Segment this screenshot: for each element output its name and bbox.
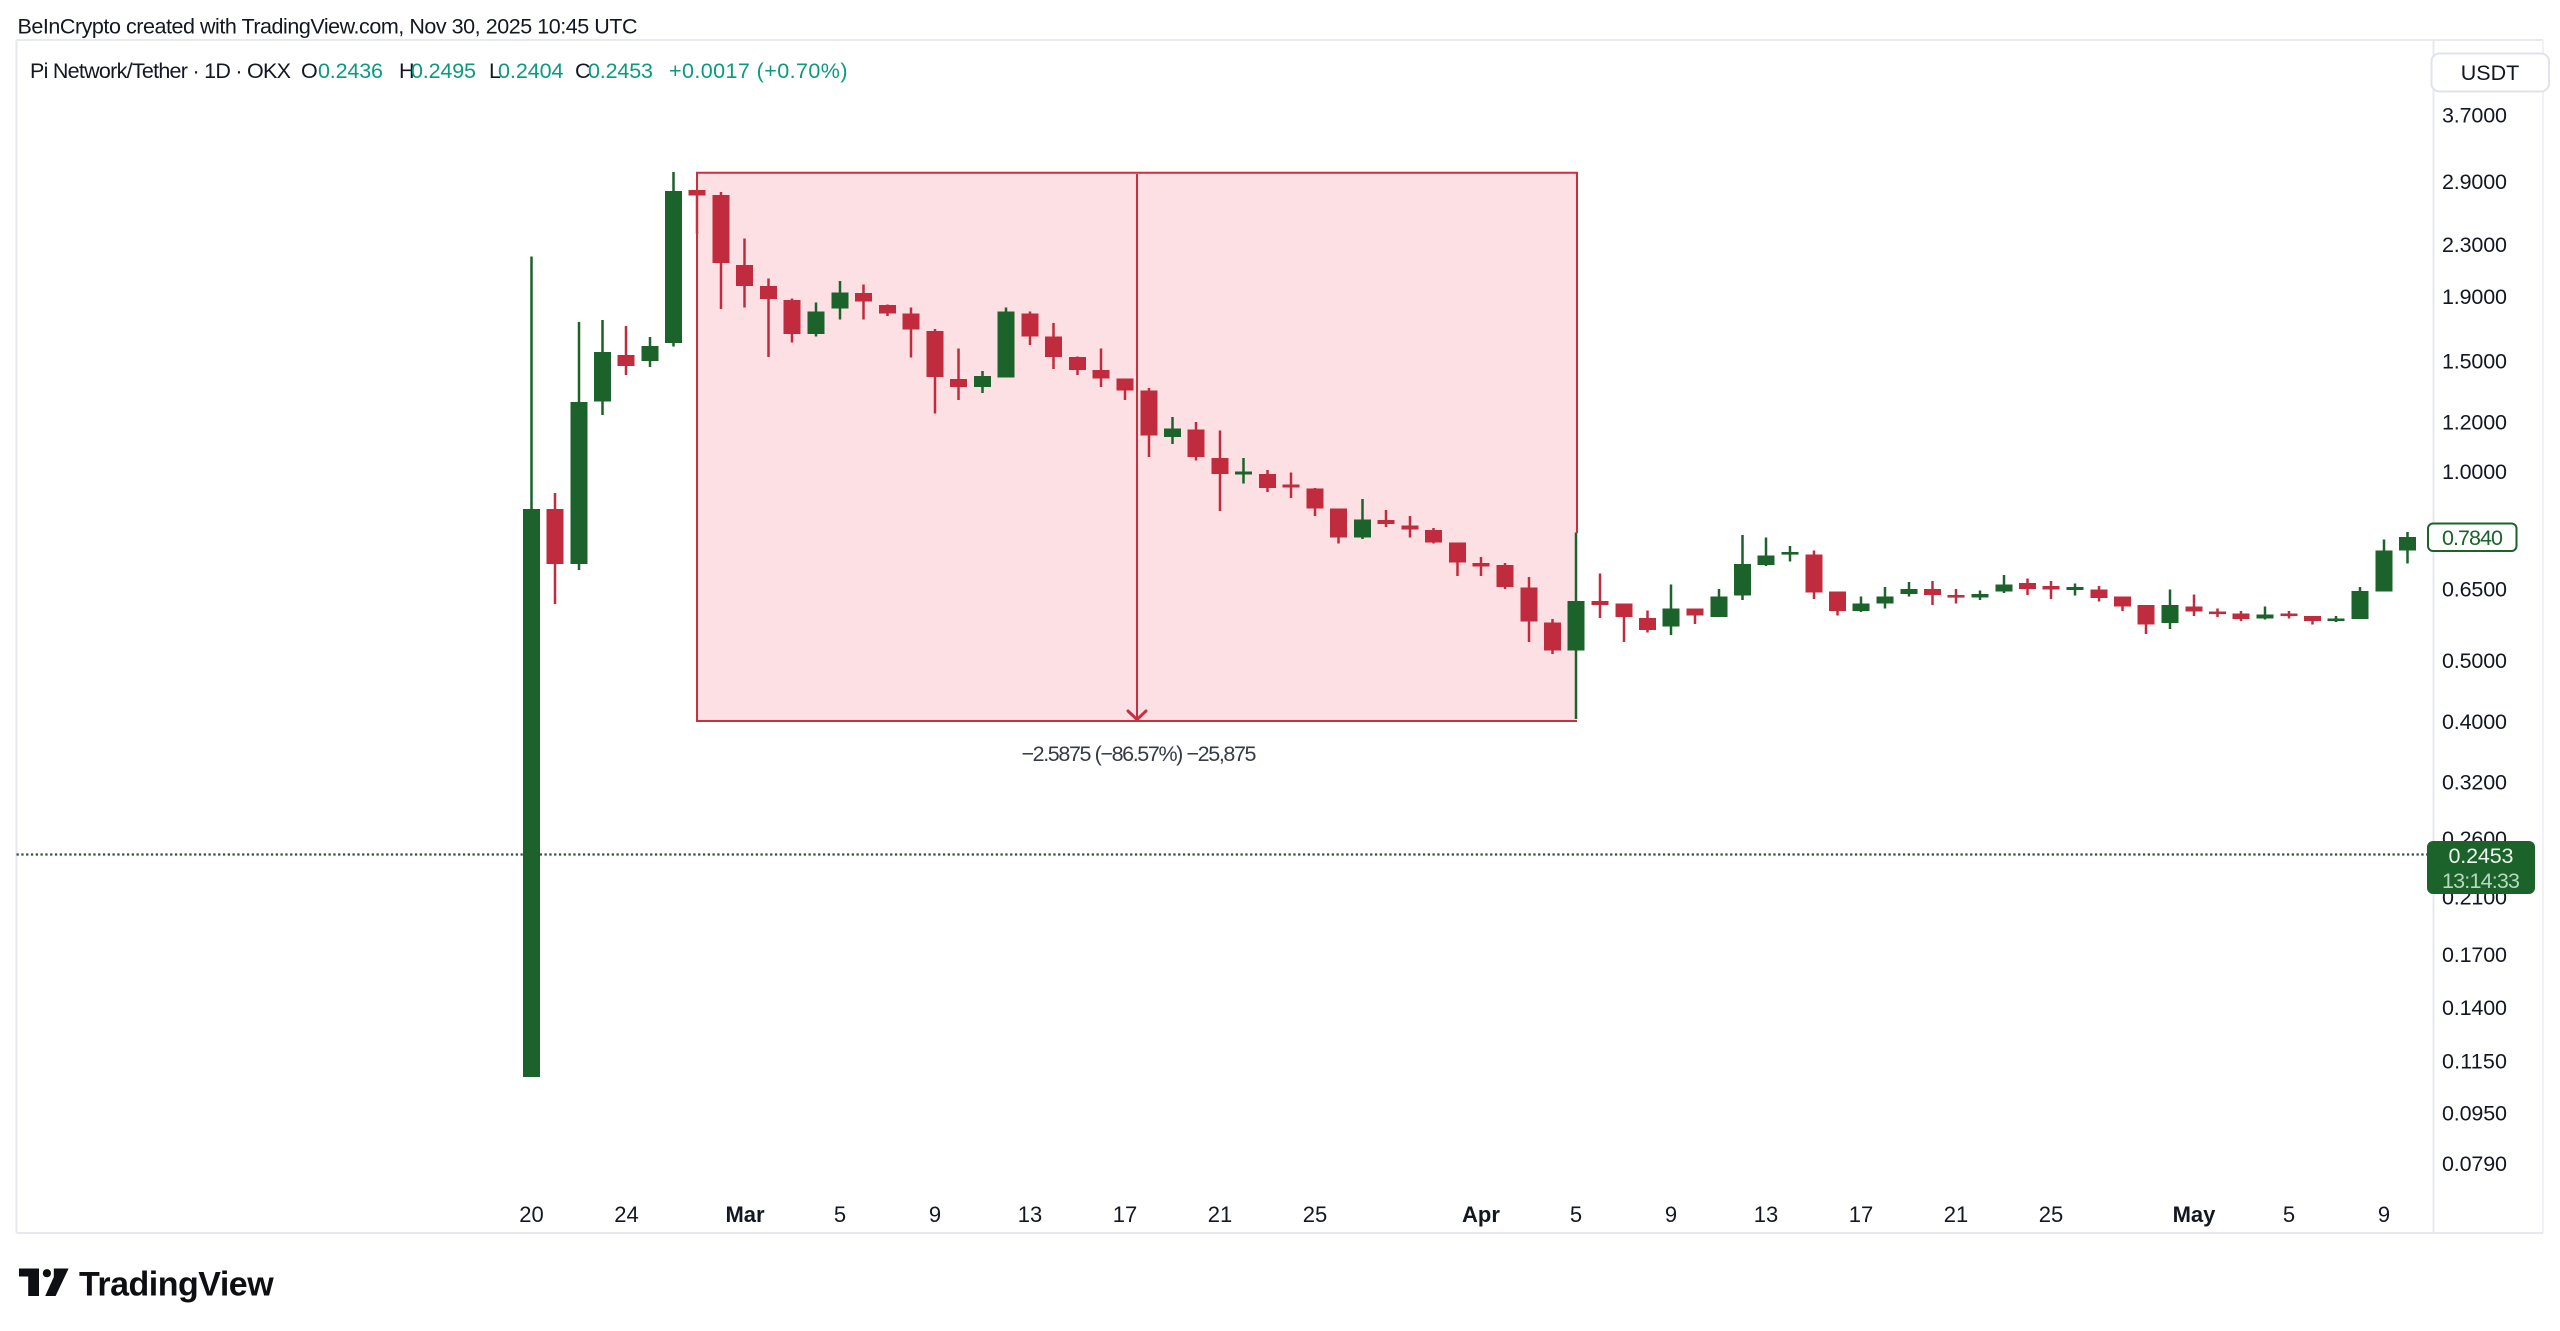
svg-text:17: 17	[1113, 1202, 1137, 1227]
svg-text:25: 25	[1303, 1202, 1327, 1227]
svg-text:0.6500: 0.6500	[2442, 578, 2507, 602]
svg-text:1.5000: 1.5000	[2442, 350, 2507, 374]
svg-text:5: 5	[834, 1202, 846, 1227]
svg-text:0.1150: 0.1150	[2442, 1050, 2507, 1074]
svg-text:L: L	[489, 59, 501, 83]
svg-text:24: 24	[614, 1202, 638, 1227]
svg-text:TradingView: TradingView	[79, 1266, 274, 1304]
svg-text:+0.0017 (+0.70%): +0.0017 (+0.70%)	[669, 59, 848, 83]
svg-text:C: C	[575, 59, 591, 83]
svg-text:21: 21	[1944, 1202, 1968, 1227]
svg-text:1.9000: 1.9000	[2442, 285, 2507, 309]
svg-text:BeInCrypto created with Tradin: BeInCrypto created with TradingView.com,…	[18, 15, 638, 39]
svg-text:0.4000: 0.4000	[2442, 710, 2507, 734]
svg-text:17: 17	[1849, 1202, 1873, 1227]
svg-text:13: 13	[1018, 1202, 1042, 1227]
svg-text:0.3200: 0.3200	[2442, 771, 2507, 795]
svg-text:25: 25	[2039, 1202, 2063, 1227]
svg-text:0.2436: 0.2436	[318, 59, 383, 83]
svg-text:1.2000: 1.2000	[2442, 410, 2507, 434]
svg-text:Apr: Apr	[1462, 1202, 1500, 1227]
svg-text:−2.5875 (−86.57%) −25,875: −2.5875 (−86.57%) −25,875	[1022, 742, 1257, 766]
svg-text:0.0790: 0.0790	[2442, 1152, 2507, 1176]
svg-text:5: 5	[2283, 1202, 2295, 1227]
svg-text:0.1700: 0.1700	[2442, 943, 2507, 967]
svg-text:3.7000: 3.7000	[2442, 104, 2507, 128]
svg-text:1.0000: 1.0000	[2442, 460, 2507, 484]
svg-text:Pi Network/Tether · 1D · OKX: Pi Network/Tether · 1D · OKX	[30, 59, 291, 83]
svg-text:5: 5	[1570, 1202, 1582, 1227]
svg-text:2.9000: 2.9000	[2442, 170, 2507, 194]
svg-text:0.0950: 0.0950	[2442, 1102, 2507, 1126]
svg-text:20: 20	[519, 1202, 543, 1227]
svg-text:H: H	[399, 59, 415, 83]
svg-text:0.1400: 0.1400	[2442, 996, 2507, 1020]
svg-text:O: O	[301, 59, 318, 83]
svg-text:0.2453: 0.2453	[588, 59, 653, 83]
svg-text:13: 13	[1754, 1202, 1778, 1227]
svg-text:0.2404: 0.2404	[498, 59, 564, 83]
svg-text:21: 21	[1208, 1202, 1232, 1227]
svg-text:0.7840: 0.7840	[2442, 526, 2503, 550]
svg-text:Mar: Mar	[725, 1202, 765, 1227]
svg-text:May: May	[2173, 1202, 2217, 1227]
svg-text:9: 9	[929, 1202, 941, 1227]
svg-text:0.2453: 0.2453	[2449, 844, 2514, 868]
svg-text:0.2495: 0.2495	[411, 59, 476, 83]
svg-text:13:14:33: 13:14:33	[2442, 869, 2520, 893]
svg-text:9: 9	[2378, 1202, 2390, 1227]
svg-text:0.5000: 0.5000	[2442, 649, 2507, 673]
svg-text:2.3000: 2.3000	[2442, 233, 2507, 257]
svg-text:USDT: USDT	[2461, 61, 2520, 85]
svg-text:9: 9	[1665, 1202, 1677, 1227]
